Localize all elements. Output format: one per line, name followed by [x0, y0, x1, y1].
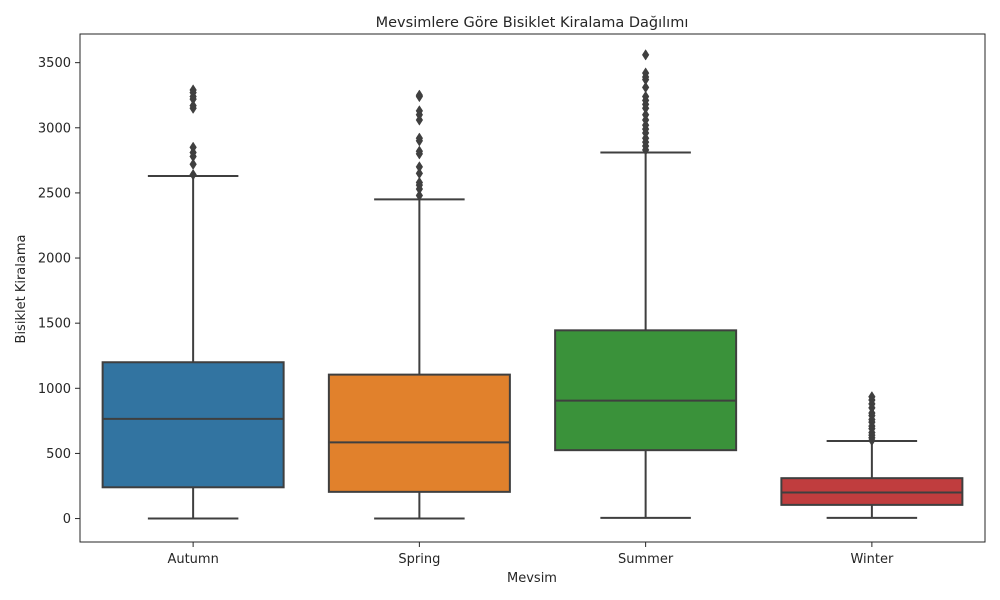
- outlier-point: [189, 99, 197, 112]
- x-tick-label: Winter: [850, 552, 894, 567]
- outlier-point: [415, 105, 424, 117]
- plot-frame: [79, 33, 986, 543]
- outlier-point: [641, 67, 650, 79]
- iqr-box: [101, 361, 285, 489]
- outlier-point: [868, 391, 876, 403]
- outlier-point: [415, 167, 424, 180]
- x-tick-label: Spring: [398, 552, 440, 567]
- outlier-point: [641, 109, 650, 121]
- outlier-point: [189, 84, 197, 96]
- outlier-point: [415, 161, 424, 173]
- outlier-point: [415, 132, 424, 144]
- chart-title: Mevsimlere Göre Bisiklet Kiralama Dağılı…: [376, 15, 689, 31]
- box-summer: [554, 49, 738, 519]
- y-tick-label: 3500: [38, 56, 71, 71]
- iqr-box: [327, 373, 511, 493]
- x-tick-label: Summer: [618, 552, 674, 567]
- outlier-point: [415, 189, 424, 202]
- outlier-point: [415, 176, 424, 189]
- outlier-point: [189, 141, 197, 154]
- x-axis-label: Mevsim: [507, 571, 557, 586]
- y-tick-label: 0: [63, 512, 71, 527]
- plot-area: [79, 33, 986, 543]
- y-axis-label: Bisiklet Kiralama: [14, 235, 29, 344]
- box-spring: [327, 89, 511, 520]
- outlier-point: [415, 145, 424, 157]
- y-tick-label: 3000: [38, 121, 71, 136]
- outlier-point: [641, 49, 650, 61]
- y-tick-label: 500: [46, 447, 71, 462]
- box-winter: [780, 391, 964, 519]
- x-axis: Autumn Spring Summer Winter: [167, 542, 894, 567]
- outlier-point: [641, 81, 650, 94]
- y-tick-label: 2000: [38, 252, 71, 267]
- outlier-point: [415, 89, 424, 101]
- y-tick-label: 2500: [38, 186, 71, 201]
- y-tick-label: 1000: [38, 382, 71, 397]
- outlier-point: [189, 158, 197, 170]
- outlier-point: [641, 90, 650, 103]
- y-axis: 0 500 1000 1500 2000 2500 3000 3500: [38, 56, 80, 527]
- outlier-point: [189, 168, 197, 181]
- iqr-box: [554, 329, 738, 452]
- box-autumn: [101, 84, 285, 520]
- x-tick-label: Autumn: [167, 552, 218, 567]
- y-tick-label: 1500: [38, 317, 71, 332]
